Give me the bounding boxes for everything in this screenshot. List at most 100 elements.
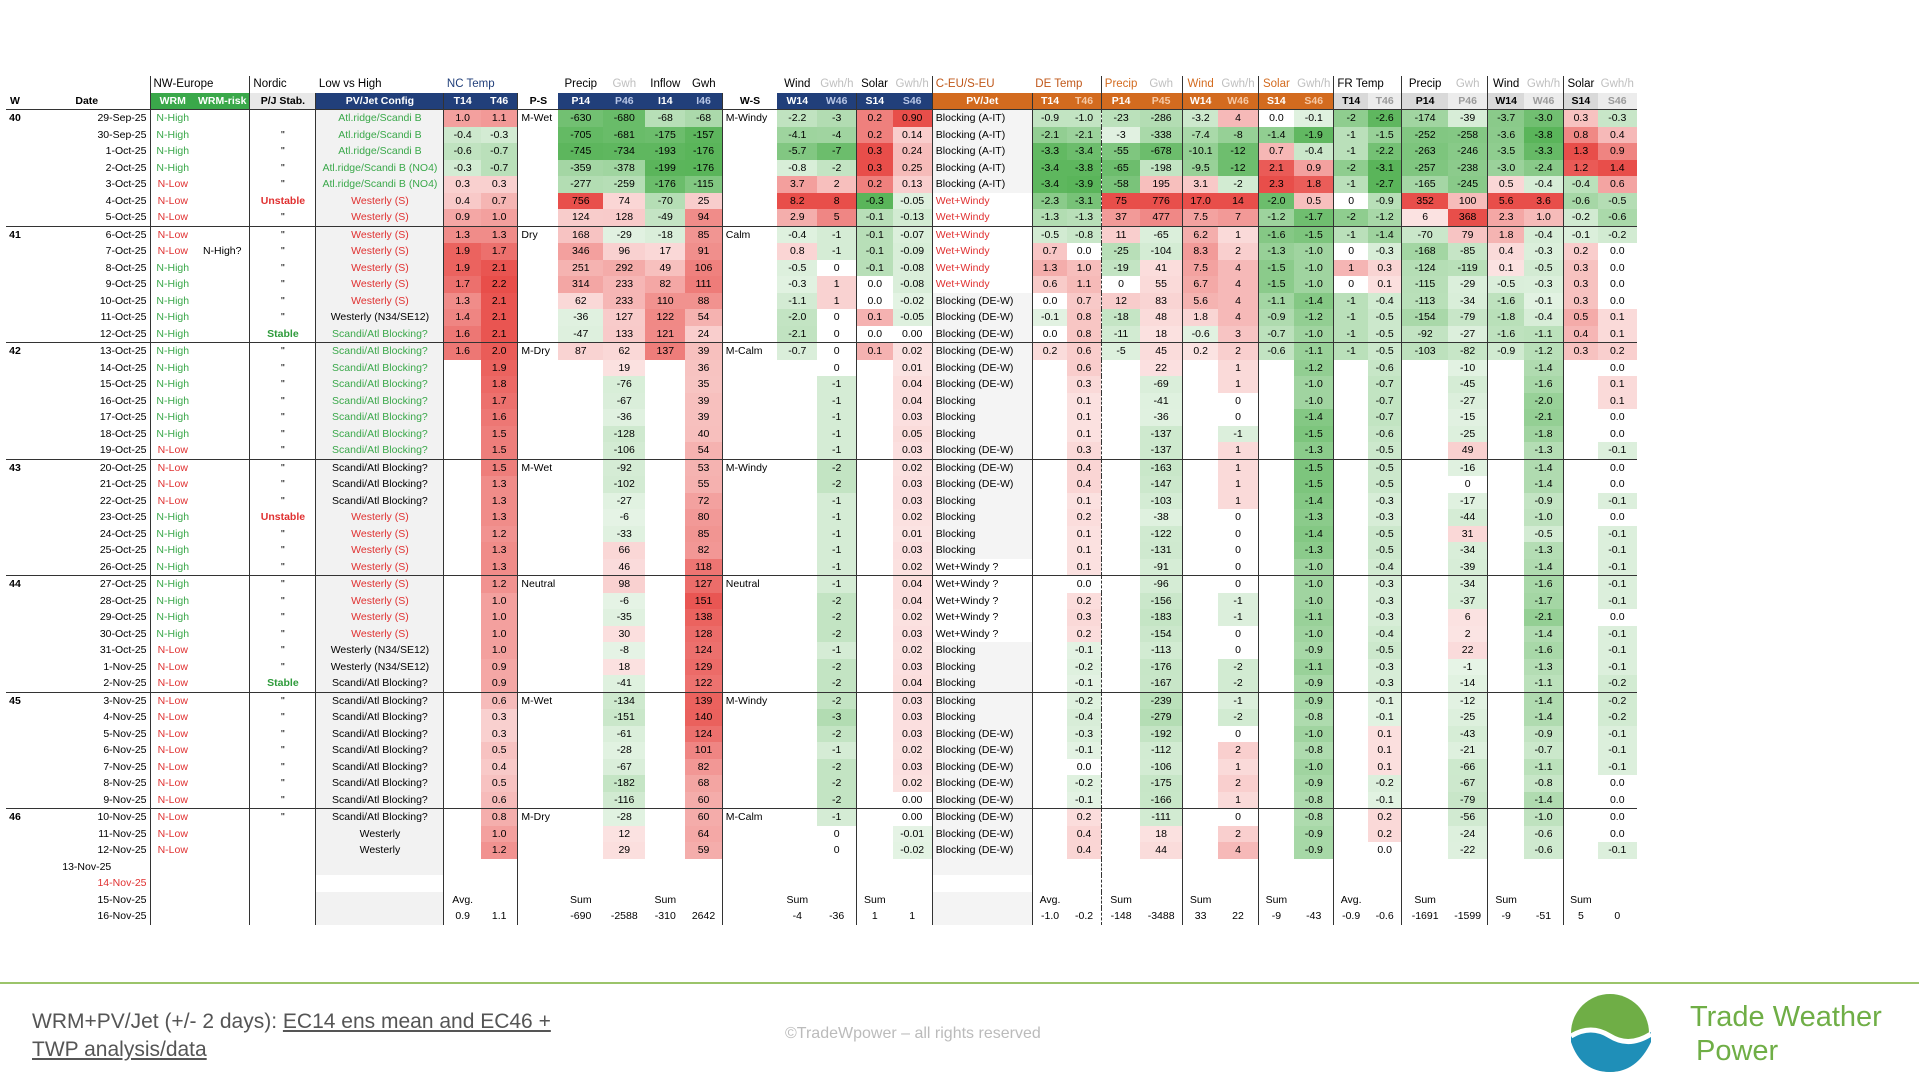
cell-r25-c22: -122 [1140, 525, 1183, 542]
cell-r17-c24: 0 [1235, 394, 1241, 407]
cell-r45-c17 [893, 859, 933, 876]
cell-r10-c34: 0.0 [1609, 278, 1625, 291]
cell-r5-c20: -3.1 [1067, 192, 1102, 209]
cell-r8-c11: 17 [645, 243, 686, 260]
cell-r0-c9: -630 [558, 109, 604, 127]
cell-r8-c27: 0 [1333, 243, 1368, 260]
cell-r7-c25: -1.6 [1257, 225, 1295, 243]
cell-r5-c4: Unstable [249, 192, 316, 209]
cell-r27-c27 [1333, 558, 1368, 576]
cell-r47-c23: Sum [1181, 891, 1219, 908]
cell-r26-c9 [558, 542, 603, 559]
cell-r26-c20: 0.1 [1067, 542, 1102, 559]
cell-r22-c15: -2 [817, 476, 857, 493]
group-de-wind: Wind [1181, 76, 1219, 93]
cell-r25-c25 [1257, 525, 1295, 542]
cell-r3-c21: -65 [1100, 159, 1141, 176]
cell-r24-c10: -6 [603, 509, 646, 526]
date-cell: 15-Nov-25 [97, 893, 147, 906]
footer-source-link-2[interactable]: TWP analysis/data [32, 1038, 207, 1061]
cell-r40-c32: -0.8 [1523, 775, 1564, 792]
cell-r35-c19 [1031, 691, 1068, 709]
cell-r12-c34: 0.1 [1597, 309, 1637, 326]
cell-r1-c32: -3.8 [1523, 126, 1564, 143]
cell-r18-c25 [1257, 409, 1295, 426]
cell-r44-c26: -0.9 [1294, 842, 1334, 859]
cell-r43-c28: 0.2 [1367, 825, 1402, 842]
cell-r8-c29: -168 [1401, 243, 1448, 260]
cell-r36-c23 [1181, 709, 1219, 726]
wrm-cell: N-Low [149, 758, 195, 775]
ceu-pv-jet-cell: Blocking [931, 509, 1033, 526]
cell-r37-c16 [856, 725, 893, 742]
cell-r19-c24: -1 [1218, 425, 1259, 442]
cell-r32-c17: 0.02 [892, 642, 933, 659]
cell-r43-c9 [558, 826, 603, 843]
cell-r9-c23: 7.5 [1181, 259, 1219, 276]
cell-r5-c17: -0.05 [892, 192, 933, 209]
cell-r7-c4: " [249, 225, 316, 243]
cell-r24-c33 [1563, 509, 1598, 526]
ceu-pv-jet-cell: Blocking (DE-W) [931, 376, 1033, 393]
cell-r11-c28: -0.4 [1367, 292, 1402, 309]
cell-r21-c34: 0.0 [1597, 458, 1637, 476]
cell-r16-c16 [856, 376, 893, 393]
cell-r13-c30: -27 [1447, 325, 1488, 343]
cell-r14-c32: -1.2 [1523, 342, 1564, 360]
cell-r5-c24: 14 [1218, 192, 1259, 209]
cell-r20-c13 [721, 442, 778, 459]
cell-r38-c24: 2 [1218, 742, 1259, 759]
date-cell: 11-Nov-25 [98, 827, 147, 840]
cell-r12-c15: 0 [833, 311, 840, 324]
cell-r8-c19: 0.7 [1031, 243, 1068, 260]
cell-r35-c13: M-Windy [721, 691, 778, 709]
pv-jet-config-cell: Westerly [315, 825, 444, 842]
cell-r18-c30: -15 [1447, 409, 1488, 426]
cell-r41-c29 [1401, 791, 1448, 809]
col-header-24: W46 [1218, 92, 1259, 110]
cell-r1-c20: -2.1 [1067, 126, 1102, 143]
cell-r24-c8 [517, 509, 559, 526]
ceu-pv-jet-cell: Blocking (DE-W) [931, 292, 1033, 309]
cell-r30-c17: 0.02 [892, 609, 933, 626]
pv-jet-config-cell: Scandi/Atl Blocking? [315, 808, 444, 826]
cell-r24-c4: Unstable [249, 509, 316, 526]
cell-r39-c27 [1333, 758, 1368, 775]
cell-r43-c21 [1100, 825, 1141, 842]
cell-r24-c25 [1257, 509, 1295, 526]
footer-source-link[interactable]: EC14 ens mean and EC46 + [282, 1010, 551, 1033]
cell-r33-c29 [1401, 658, 1448, 675]
cell-r12-c3 [195, 309, 250, 326]
cell-r19-c29 [1401, 425, 1448, 442]
cell-r3-c16: 0.3 [856, 159, 893, 176]
cell-r3-c6: -0.3 [443, 159, 481, 176]
cell-r42-c23 [1181, 808, 1219, 826]
cell-r2-c24: -12 [1218, 143, 1259, 160]
cell-r4-c12: -115 [685, 176, 723, 193]
cell-r35-c32: -1.4 [1523, 691, 1564, 709]
cell-r35-c4: " [249, 691, 316, 709]
cell-r3-c24: -12 [1218, 159, 1259, 176]
cell-r36-c3 [195, 709, 250, 726]
cell-r35-c24: -1 [1218, 691, 1259, 709]
wrm-cell: N-Low [149, 675, 195, 692]
cell-r1-c25: -1.4 [1257, 126, 1295, 143]
cell-r14-c25: -0.6 [1257, 342, 1295, 360]
cell-r13-c21: -11 [1100, 325, 1141, 343]
cell-r12-c11: 122 [645, 309, 686, 326]
cell-r6-c21: 37 [1100, 209, 1141, 226]
cell-r23-c12: 72 [685, 492, 723, 509]
cell-r31-c34: -0.1 [1597, 625, 1637, 642]
cell-r14-c14: -0.7 [777, 342, 818, 360]
cell-r7-c34: -0.2 [1597, 225, 1637, 243]
cell-r28-c7: 1.2 [480, 575, 518, 593]
cell-r5-c10: 74 [603, 192, 646, 209]
cell-r14-c3 [195, 342, 250, 360]
cell-r34-c23 [1181, 675, 1219, 692]
cell-r28-c19 [1031, 575, 1068, 593]
cell-r3-c15: -2 [817, 159, 857, 176]
cell-r17-c19 [1031, 392, 1068, 409]
cell-r22-c10: -102 [603, 476, 646, 493]
cell-r10-c4: " [249, 276, 316, 293]
cell-r11-c22: 83 [1140, 292, 1183, 309]
